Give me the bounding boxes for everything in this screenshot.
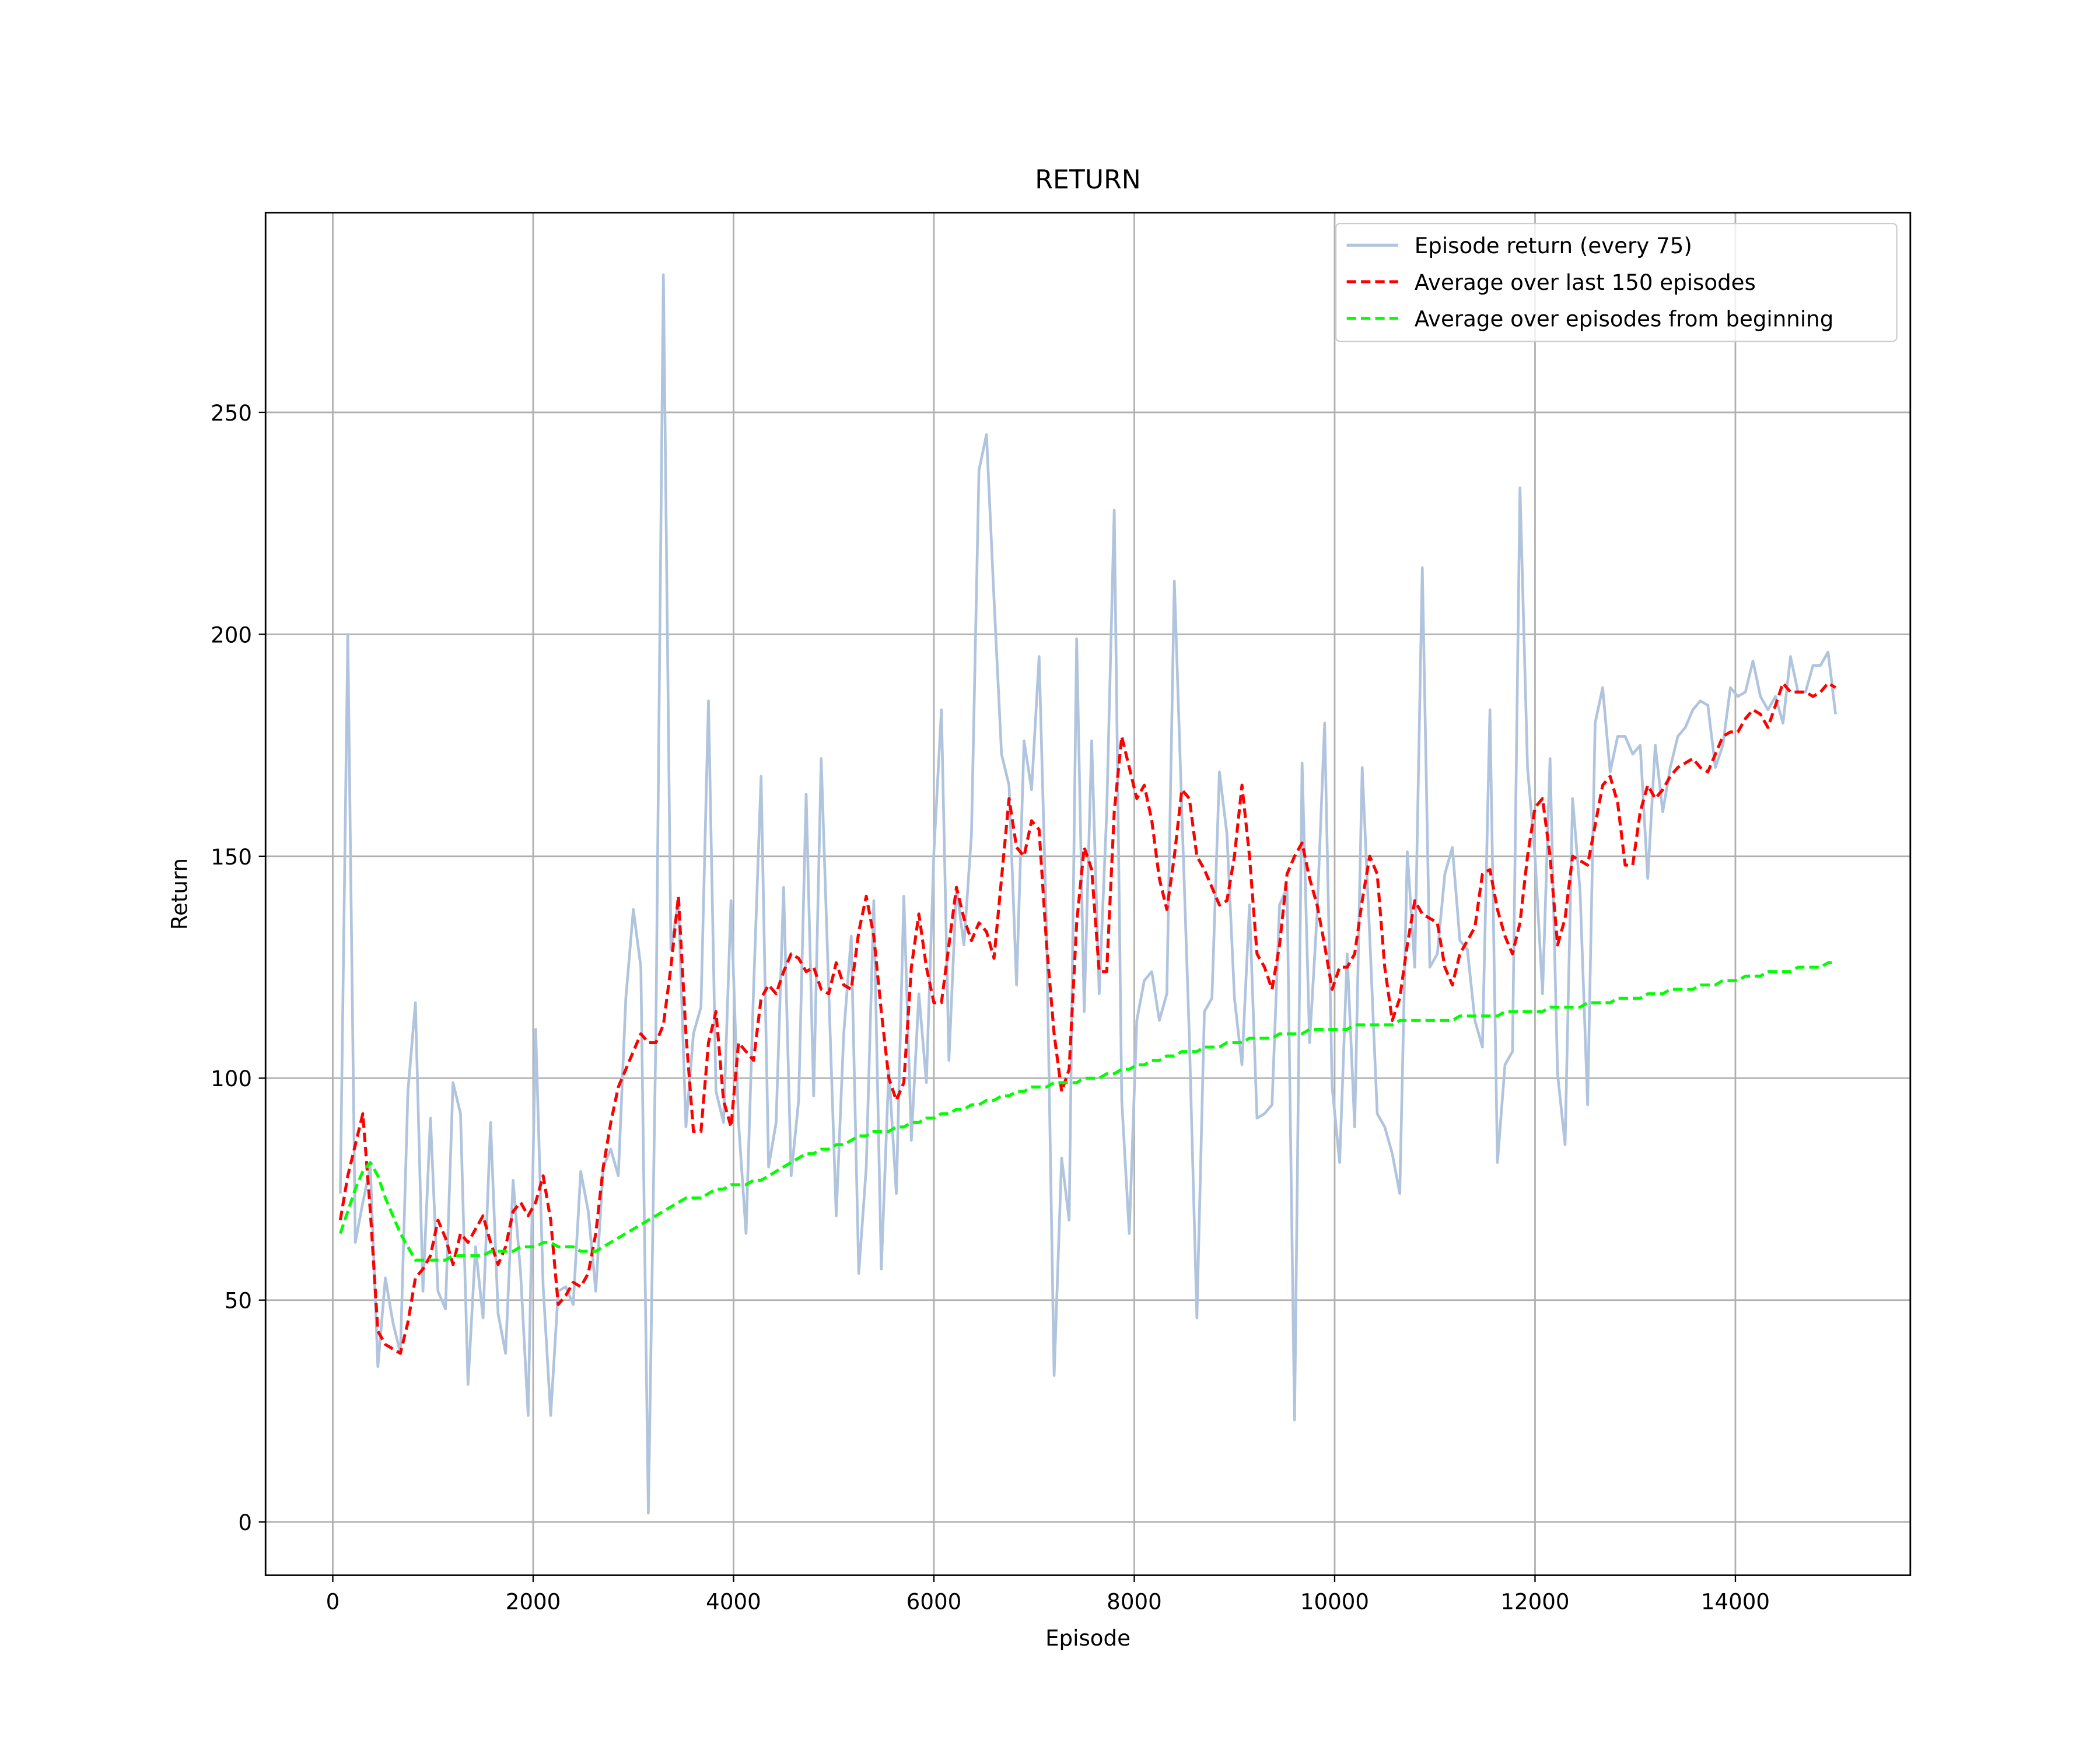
- y-tick-label: 50: [225, 1289, 252, 1314]
- data-line: [338, 961, 1836, 1262]
- x-tick-label: 10000: [1300, 1590, 1369, 1615]
- chart-title: RETURN: [1035, 165, 1140, 195]
- legend-box: [1335, 222, 1898, 342]
- y-axis-label: Return: [167, 858, 192, 930]
- x-tick-label: 14000: [1701, 1590, 1770, 1615]
- y-tick-label: 150: [211, 845, 252, 870]
- y-tick-label: 250: [211, 401, 252, 426]
- x-tick-label: 8000: [1107, 1590, 1162, 1615]
- legend: Episode return (every 75) Average over la…: [1335, 222, 1898, 342]
- plot-frame: [264, 212, 1912, 1576]
- y-tick-label: 100: [211, 1066, 252, 1091]
- x-tick-label: 6000: [907, 1590, 962, 1615]
- x-tick-label: 0: [326, 1590, 340, 1615]
- x-tick-label: 4000: [706, 1590, 761, 1615]
- data-line: [338, 681, 1837, 1355]
- x-tick-label: 12000: [1500, 1590, 1569, 1615]
- y-tick-label: 0: [238, 1510, 252, 1535]
- data-line: [339, 273, 1838, 1515]
- legend-label: Episode return (every 75): [1415, 233, 1692, 258]
- x-tick-label: 2000: [506, 1590, 561, 1615]
- legend-label: Average over episodes from beginning: [1415, 307, 1834, 332]
- legend-label: Average over last 150 episodes: [1415, 270, 1756, 295]
- y-tick-label: 200: [211, 622, 252, 648]
- x-axis-label: Episode: [1045, 1626, 1130, 1651]
